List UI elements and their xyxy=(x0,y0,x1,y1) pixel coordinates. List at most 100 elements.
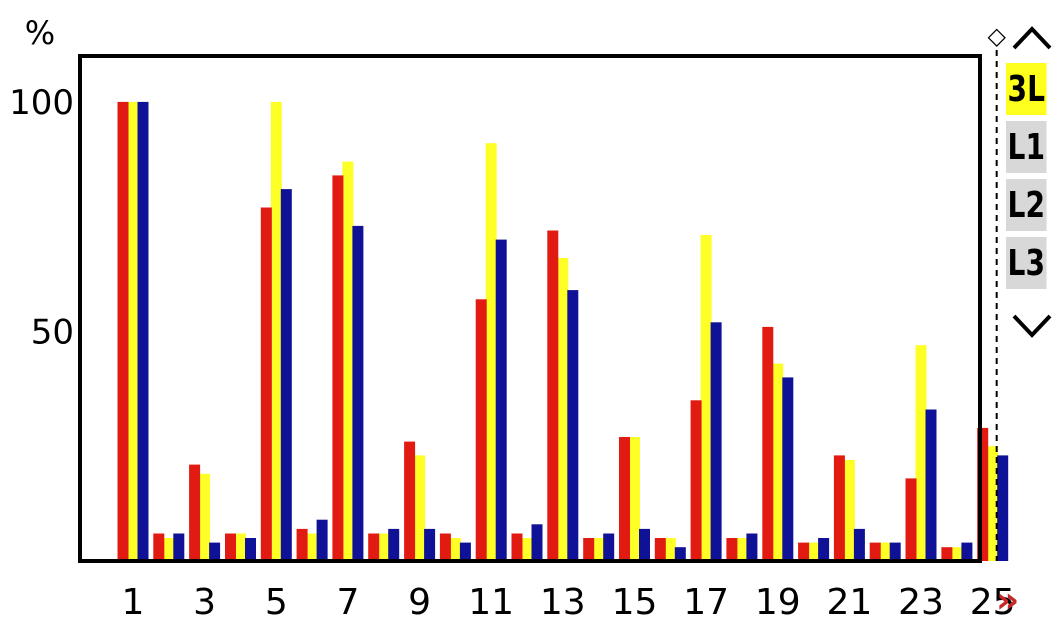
x-tick-label: 19 xyxy=(755,582,801,622)
bar-16-s2 xyxy=(664,538,676,561)
bar-4-s1 xyxy=(225,533,236,561)
bar-2-s2 xyxy=(163,538,175,561)
bar-11-s1 xyxy=(475,299,487,561)
bar-14-s1 xyxy=(583,538,595,561)
bar-18-s3 xyxy=(746,533,758,561)
bar-10-s1 xyxy=(439,533,451,561)
bar-7-s2 xyxy=(342,161,354,561)
bar-2-s1 xyxy=(153,533,165,561)
bar-8-s3 xyxy=(388,528,400,561)
x-tick-label: 25 xyxy=(970,582,1016,622)
bar-22-s3 xyxy=(889,542,901,561)
bar-16-s1 xyxy=(654,538,666,561)
bar-11-s2 xyxy=(485,143,497,561)
x-tick-label: 17 xyxy=(683,582,729,622)
bar-3-s3 xyxy=(209,542,221,561)
bar-19-s3 xyxy=(782,377,794,561)
x-ticks-layer: 1 3 5 7 9 11 13 15 17 19 21 23 25 xyxy=(122,582,1016,622)
chevron-up-icon[interactable] xyxy=(1010,24,1054,52)
bar-3-s1 xyxy=(189,464,201,561)
bar-12-s3 xyxy=(531,524,543,561)
bar-21-s2 xyxy=(843,460,855,561)
bar-17-s3 xyxy=(710,322,722,561)
y-axis-label: % xyxy=(25,14,55,52)
bar-7-s3 xyxy=(352,225,364,561)
y-tick-label: 100 xyxy=(9,83,74,123)
bar-9-s3 xyxy=(424,528,436,561)
bar-9-s2 xyxy=(414,455,426,561)
bar-20-s1 xyxy=(798,542,810,561)
bar-20-s2 xyxy=(808,542,820,561)
bar-5-s1 xyxy=(260,207,272,561)
bar-23-s2 xyxy=(915,345,927,561)
x-tick-label: 3 xyxy=(193,582,216,622)
bars-layer xyxy=(117,101,1009,562)
bar-2-s3 xyxy=(173,533,185,561)
bar-21-s1 xyxy=(833,455,845,561)
bar-8-s2 xyxy=(378,533,390,561)
bar-14-s2 xyxy=(593,538,605,561)
x-tick-label: 23 xyxy=(898,582,944,622)
bar-15-s1 xyxy=(619,437,630,561)
x-tick-label: 21 xyxy=(826,582,872,622)
x-tick-label: 15 xyxy=(612,582,658,622)
bar-24-s3 xyxy=(961,542,973,561)
x-tick-label: 5 xyxy=(265,582,288,622)
bar-16-s3 xyxy=(674,547,686,561)
bar-25-s1 xyxy=(977,427,989,561)
bar-24-s1 xyxy=(941,547,953,561)
bar-10-s3 xyxy=(459,542,471,561)
sidebar-item-3l[interactable]: 3L xyxy=(1006,63,1047,115)
bar-17-s2 xyxy=(700,235,712,561)
bar-25-s3 xyxy=(997,455,1009,561)
bar-1-s1 xyxy=(117,101,129,562)
x-tick-label: 1 xyxy=(122,582,145,622)
bar-12-s2 xyxy=(521,538,533,561)
y-ticks-layer: 50 100 xyxy=(9,83,74,353)
bar-13-s2 xyxy=(557,258,569,561)
bar-19-s2 xyxy=(772,363,784,561)
x-tick-label: 13 xyxy=(540,582,586,622)
bar-20-s3 xyxy=(818,538,830,561)
bar-3-s2 xyxy=(199,473,211,561)
bar-18-s1 xyxy=(726,538,738,561)
bar-4-s3 xyxy=(245,538,256,561)
bar-5-s2 xyxy=(270,101,282,562)
bar-23-s1 xyxy=(905,478,917,561)
bar-6-s1 xyxy=(296,528,308,561)
bar-21-s3 xyxy=(853,528,865,561)
more-harmonics-icon[interactable]: » xyxy=(996,580,1019,621)
bar-12-s1 xyxy=(511,533,523,561)
bar-10-s2 xyxy=(449,538,461,561)
bar-13-s3 xyxy=(567,290,579,561)
bar-1-s2 xyxy=(127,101,139,562)
bar-11-s3 xyxy=(495,239,507,561)
plot-frame xyxy=(78,54,982,563)
bar-6-s3 xyxy=(316,519,328,561)
x-tick-label: 7 xyxy=(336,582,359,622)
bar-22-s1 xyxy=(869,542,881,561)
bar-18-s2 xyxy=(736,538,748,561)
bar-25-s2 xyxy=(987,446,999,561)
bar-8-s1 xyxy=(368,533,380,561)
bar-19-s1 xyxy=(762,326,774,561)
bar-22-s2 xyxy=(879,542,891,561)
x-tick-label: 11 xyxy=(468,582,514,622)
bar-7-s1 xyxy=(332,175,344,561)
bar-15-s3 xyxy=(639,528,650,561)
bar-14-s3 xyxy=(603,533,615,561)
sidebar-item-l1[interactable]: L1 xyxy=(1006,121,1047,173)
bar-4-s2 xyxy=(235,533,246,561)
bar-17-s1 xyxy=(690,400,702,561)
chevron-down-icon[interactable] xyxy=(1010,312,1054,340)
sidebar-item-l3[interactable]: L3 xyxy=(1006,237,1047,289)
sidebar-item-l2[interactable]: L2 xyxy=(1006,179,1047,231)
bar-1-s3 xyxy=(137,101,149,562)
bar-6-s2 xyxy=(306,533,318,561)
bar-23-s3 xyxy=(925,409,937,561)
x-tick-label: 9 xyxy=(408,582,431,622)
bar-15-s2 xyxy=(629,437,640,561)
cursor-marker-icon[interactable]: ◇ xyxy=(987,22,1006,50)
bar-13-s1 xyxy=(547,230,559,561)
